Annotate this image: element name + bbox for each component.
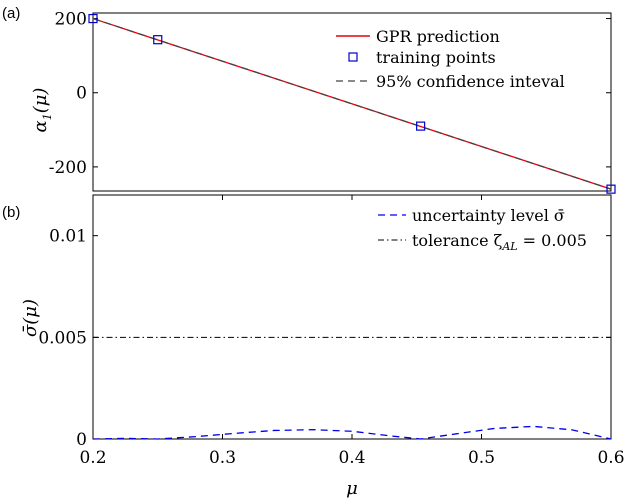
training-point-marker bbox=[88, 13, 98, 24]
panel-b-x-tick-label: 0.3 bbox=[209, 448, 236, 468]
training-point-marker bbox=[606, 184, 616, 194]
legend-swatch-training bbox=[348, 52, 358, 62]
panel-b-label: (b) bbox=[2, 204, 20, 221]
legend-tolerance-value: = 0.005 bbox=[518, 231, 587, 250]
panel-a-y-label: α1(μ) bbox=[30, 88, 54, 133]
panel-b: (b) 0 0.005 0.01 0.2 0.3 0.4 0.5 0.6 σ̄(μ) μ u… bbox=[2, 194, 625, 499]
panel-a-y-tick-label: 200 bbox=[55, 10, 87, 30]
panel-b-x-label: μ bbox=[346, 478, 358, 499]
panel-a-y-ticks: 200 0 -200 bbox=[49, 10, 611, 178]
legend-training-points: training points bbox=[376, 48, 496, 67]
legend-uncertainty-level: uncertainty level σ̄ bbox=[412, 206, 565, 225]
panel-b-x-ticks: 0.2 0.3 0.4 0.5 0.6 bbox=[79, 195, 625, 468]
panel-b-y-tick-label: 0.01 bbox=[49, 227, 87, 247]
panel-a-y-label-sub: 1 bbox=[41, 113, 54, 120]
legend-tolerance-sub: AL bbox=[501, 240, 517, 253]
panel-b-y-tick-label: 0.005 bbox=[38, 328, 87, 348]
legend-tolerance: tolerance ζAL = 0.005 bbox=[412, 231, 587, 253]
panel-b-legend: uncertainty level σ̄ tolerance ζAL = 0.0… bbox=[378, 206, 587, 253]
panel-b-y-label: σ̄(μ) bbox=[20, 299, 41, 337]
panel-a-y-tick-label: -200 bbox=[49, 158, 87, 178]
panel-b-y-ticks: 0 0.005 0.01 bbox=[38, 227, 611, 450]
panel-b-x-tick-label: 0.6 bbox=[597, 448, 624, 468]
legend-gpr-prediction: GPR prediction bbox=[376, 27, 500, 46]
panel-a-label: (a) bbox=[2, 5, 20, 22]
panel-a-frame bbox=[92, 12, 612, 192]
training-point-marker bbox=[416, 121, 426, 131]
panel-a-series bbox=[88, 13, 616, 194]
panel-a-y-tick-label: 0 bbox=[76, 84, 87, 104]
panel-b-x-tick-label: 0.4 bbox=[338, 448, 365, 468]
panel-a-y-label-rest: (μ) bbox=[30, 88, 51, 114]
legend-tolerance-main: tolerance ζ bbox=[412, 231, 503, 250]
panel-b-series bbox=[92, 336, 612, 440]
panel-a-y-label-main: α bbox=[30, 120, 51, 132]
panel-b-y-tick-label: 0 bbox=[76, 430, 87, 450]
panel-b-x-tick-label: 0.5 bbox=[468, 448, 495, 468]
panel-a-legend: GPR prediction training points 95% confi… bbox=[336, 27, 565, 91]
panel-a-series-gpr-prediction bbox=[92, 17, 612, 190]
panel-b-series-uncertainty-level bbox=[92, 425, 612, 440]
training-point-marker bbox=[153, 35, 163, 45]
legend-confidence-interval: 95% confidence inteval bbox=[376, 72, 565, 91]
panel-a: (a) 200 0 -200 α1(μ) GPR prediction traini… bbox=[2, 5, 616, 194]
panel-a-series-95-confidence-inteval bbox=[92, 17, 612, 190]
panel-b-x-tick-label: 0.2 bbox=[79, 448, 106, 468]
